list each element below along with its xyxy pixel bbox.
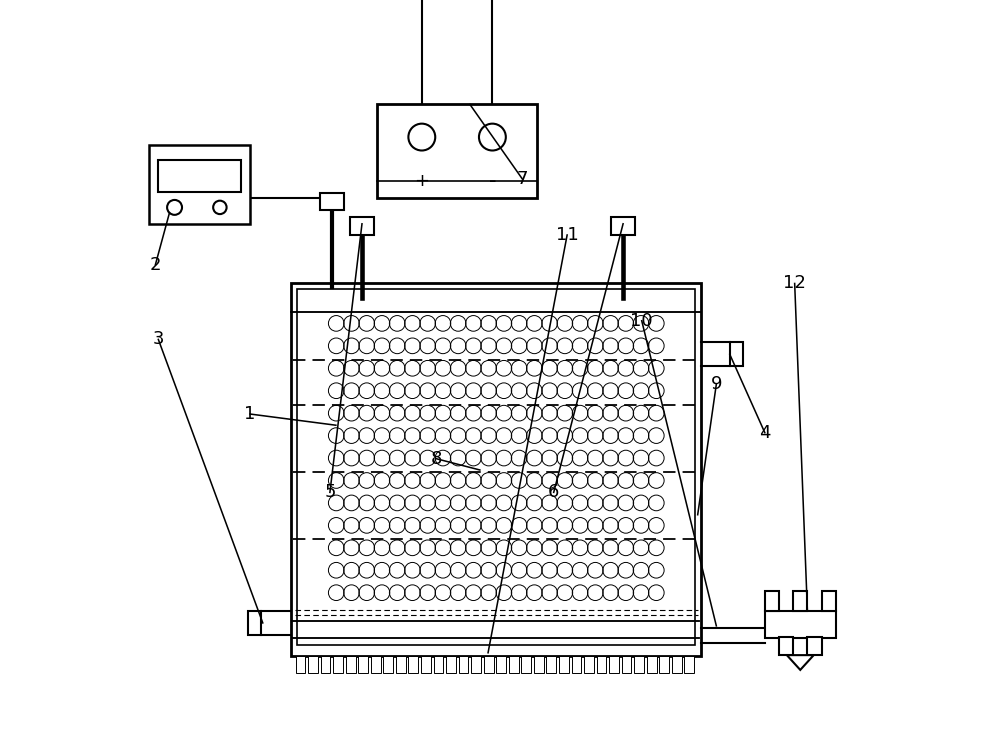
Bar [684, 656, 694, 673]
Bar [765, 612, 836, 638]
Bar [559, 656, 569, 673]
Text: 3: 3 [153, 330, 164, 348]
Bar [346, 656, 356, 673]
Bar [149, 145, 250, 224]
Bar [584, 656, 594, 673]
Bar [765, 591, 779, 612]
Bar [459, 656, 468, 673]
Text: -: - [489, 171, 496, 191]
Bar [296, 656, 305, 673]
Bar [509, 656, 519, 673]
Bar [320, 193, 344, 210]
Text: +: + [414, 172, 429, 190]
Bar [793, 591, 807, 612]
Bar [158, 160, 241, 192]
Bar [611, 217, 635, 235]
Bar [546, 656, 556, 673]
Bar [471, 656, 481, 673]
Bar [446, 656, 456, 673]
Bar [622, 656, 631, 673]
Bar [291, 283, 701, 656]
Text: 1: 1 [244, 405, 256, 423]
Bar [730, 342, 743, 366]
Bar [434, 656, 443, 673]
Bar [659, 656, 669, 673]
Bar [321, 656, 330, 673]
Bar [383, 656, 393, 673]
Bar [521, 656, 531, 673]
Text: 4: 4 [759, 424, 771, 442]
Bar [609, 656, 619, 673]
Text: 7: 7 [517, 170, 528, 188]
Bar [333, 656, 343, 673]
Bar [572, 656, 581, 673]
Text: 12: 12 [783, 275, 806, 292]
Bar [308, 656, 318, 673]
Bar [634, 656, 644, 673]
Text: 2: 2 [150, 256, 161, 274]
Bar [779, 637, 793, 655]
Text: 9: 9 [711, 375, 722, 393]
Polygon shape [787, 655, 814, 670]
Text: 6: 6 [548, 483, 559, 501]
Bar [297, 289, 695, 645]
Bar [377, 104, 537, 198]
Bar [396, 656, 406, 673]
Bar [358, 656, 368, 673]
Text: 5: 5 [324, 483, 336, 501]
Bar [421, 656, 431, 673]
Bar [350, 217, 374, 235]
Bar [484, 656, 494, 673]
Bar [496, 656, 506, 673]
Bar [597, 656, 606, 673]
Bar [408, 656, 418, 673]
Bar [647, 656, 657, 673]
Bar [822, 591, 836, 612]
Bar [534, 656, 544, 673]
Bar [672, 656, 682, 673]
Bar [371, 656, 381, 673]
Bar [248, 611, 261, 635]
Bar [807, 637, 822, 655]
Text: 8: 8 [431, 450, 442, 468]
Text: 11: 11 [556, 226, 579, 244]
Text: 10: 10 [630, 312, 653, 330]
